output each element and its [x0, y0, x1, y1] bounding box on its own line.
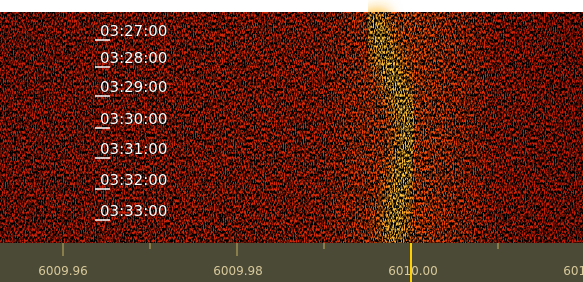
frequency-label: 6010.02 [563, 264, 583, 278]
time-label: 03:33:00 [100, 202, 167, 220]
time-label: 03:28:00 [100, 49, 167, 67]
time-label: 03:32:00 [100, 171, 167, 189]
time-label: 03:30:00 [100, 110, 167, 128]
time-label: 03:27:00 [100, 22, 167, 40]
time-label: 03:31:00 [100, 140, 167, 158]
waterfall-display: 03:27:00 03:28:00 03:29:00 03:30:00 03:31:00… [0, 0, 583, 282]
frequency-label: 6009.96 [38, 264, 88, 278]
waterfall-window: 03:27:00 03:28:00 03:29:00 03:30:00 03:31:00… [0, 0, 583, 282]
top-strip [0, 0, 583, 12]
time-label: 03:29:00 [100, 78, 167, 96]
frequency-label: 6010.00 [388, 264, 438, 278]
spectrogram [0, 12, 583, 243]
frequency-label: 6009.98 [213, 264, 263, 278]
